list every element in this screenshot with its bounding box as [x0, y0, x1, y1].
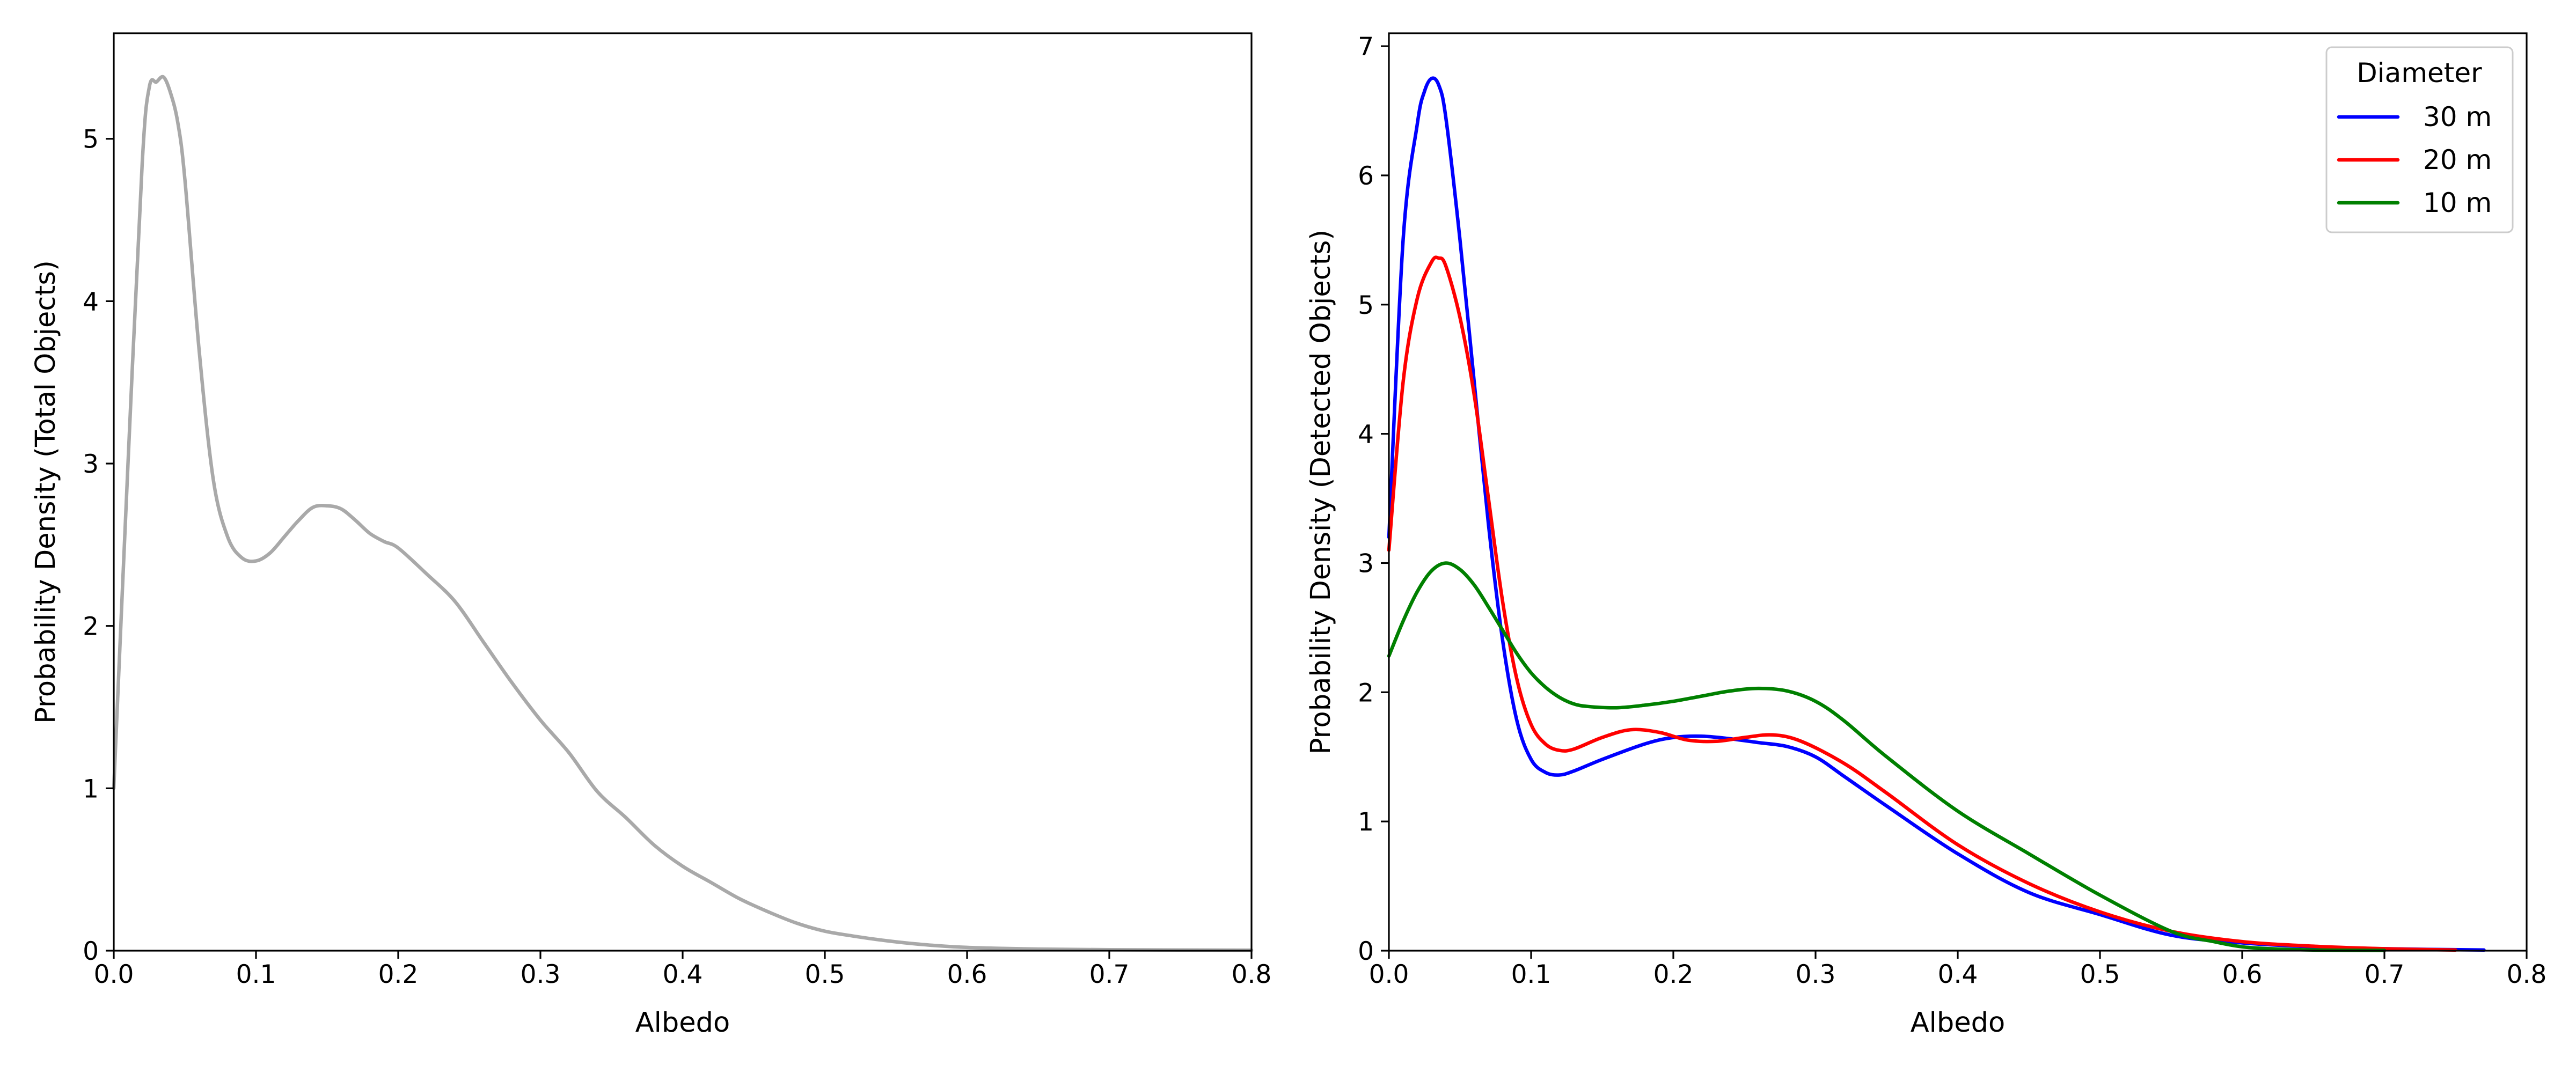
left-y-tick-label: 5	[83, 125, 99, 155]
left-x-tick-label: 0.8	[1232, 960, 1272, 989]
legend: Diameter 30 m 20 m 10 m	[2325, 46, 2514, 233]
right-x-tick-label: 0.0	[1369, 960, 1409, 989]
right-x-tick-label: 0.5	[2080, 960, 2120, 989]
left-x-tick-label: 0.5	[805, 960, 845, 989]
legend-box	[2325, 46, 2514, 233]
left-y-tick-label: 2	[83, 612, 99, 642]
left-y-tick-label: 0	[83, 937, 99, 966]
right-plot-area	[1387, 76, 2486, 952]
left-x-ticks: 0.0 0.1 0.2 0.3 0.4 0.5 0.6 0.7 0.8	[94, 951, 1272, 989]
left-x-tick-label: 0.0	[94, 960, 134, 989]
right-y-axis-label: Probability Density (Detected Objects)	[1305, 230, 1337, 754]
right-series-line-10m	[1387, 561, 2387, 952]
left-x-tick-label: 0.2	[378, 960, 419, 989]
right-x-tick-label: 0.1	[1511, 960, 1552, 989]
legend-title: Diameter	[2357, 57, 2482, 89]
left-x-tick-label: 0.1	[236, 960, 276, 989]
right-x-tick-label: 0.8	[2507, 960, 2547, 989]
right-y-ticks: 0 1 2 3 4 5 6 7	[1358, 32, 1389, 966]
left-chart-panel: 0.0 0.1 0.2 0.3 0.4 0.5 0.6 0.7 0.8 0 1 2 3 4 5 Albed…	[30, 32, 1272, 1039]
left-x-tick-label: 0.7	[1089, 960, 1130, 989]
left-y-tick-label: 4	[83, 287, 99, 317]
right-x-ticks: 0.0 0.1 0.2 0.3 0.4 0.5 0.6 0.7 0.8	[1369, 951, 2547, 989]
right-x-tick-label: 0.4	[1938, 960, 1978, 989]
right-y-tick-label: 5	[1358, 291, 1374, 320]
right-x-tick-label: 0.2	[1653, 960, 1694, 989]
right-x-tick-label: 0.6	[2222, 960, 2263, 989]
right-series-line-20m	[1387, 255, 2457, 952]
right-series-line-30m	[1387, 76, 2486, 952]
right-y-tick-label: 2	[1358, 678, 1374, 708]
right-y-tick-label: 0	[1358, 937, 1374, 966]
right-y-tick-label: 7	[1358, 32, 1374, 62]
right-y-tick-label: 3	[1358, 549, 1374, 578]
legend-label-20m: 20 m	[2423, 144, 2492, 175]
right-x-tick-label: 0.3	[1796, 960, 1836, 989]
left-y-tick-label: 1	[83, 774, 99, 804]
right-y-tick-label: 6	[1358, 161, 1374, 191]
left-y-tick-label: 3	[83, 450, 99, 479]
left-y-ticks: 0 1 2 3 4 5	[83, 125, 114, 966]
legend-label-10m: 10 m	[2423, 187, 2492, 218]
left-x-tick-label: 0.4	[663, 960, 703, 989]
left-x-axis-label: Albedo	[635, 1007, 730, 1039]
left-x-tick-label: 0.6	[947, 960, 987, 989]
legend-label-30m: 30 m	[2423, 101, 2492, 133]
left-x-tick-label: 0.3	[521, 960, 561, 989]
right-x-axis-label: Albedo	[1911, 1007, 2005, 1039]
left-plot-area	[112, 75, 1254, 952]
right-chart-panel: 0.0 0.1 0.2 0.3 0.4 0.5 0.6 0.7 0.8 0 1 2 3 4 5 6 7 Alb…	[1305, 32, 2546, 1039]
right-y-tick-label: 4	[1358, 420, 1374, 450]
left-y-axis-label: Probability Density (Total Objects)	[30, 260, 62, 724]
right-x-tick-label: 0.7	[2365, 960, 2405, 989]
left-series-line-total	[112, 75, 1254, 952]
right-y-tick-label: 1	[1358, 807, 1374, 837]
